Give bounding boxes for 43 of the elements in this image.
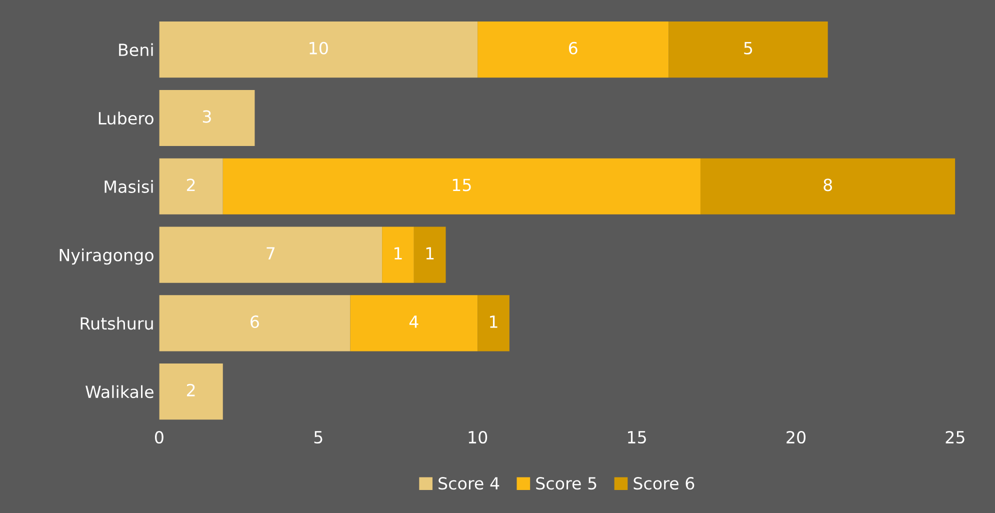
legend-label: Score 4 <box>438 477 500 490</box>
y-tick-label: Beni <box>119 43 153 56</box>
data-label: 7 <box>266 247 275 260</box>
y-tick-label: Masisi <box>104 180 153 193</box>
bar <box>222 158 700 214</box>
data-label: 8 <box>824 178 832 192</box>
bar <box>159 295 350 352</box>
x-tick-label: 25 <box>946 430 964 444</box>
data-label: 15 <box>452 178 471 192</box>
x-tick-label: 5 <box>314 431 322 444</box>
bar <box>700 158 956 214</box>
data-label: 2 <box>186 178 195 191</box>
bar <box>478 295 510 352</box>
bar <box>478 22 669 78</box>
y-tick-label: Lubero <box>98 112 154 125</box>
bar <box>159 90 255 146</box>
legend-label: Score 6 <box>634 477 694 490</box>
data-label: 6 <box>250 315 259 328</box>
bar <box>159 226 382 283</box>
data-label: 5 <box>744 42 752 54</box>
bar <box>159 22 478 78</box>
y-tick-label: Nyiragongo <box>60 248 154 265</box>
data-label: 3 <box>202 110 211 123</box>
bar <box>382 226 414 283</box>
bar <box>159 158 223 214</box>
data-label: 10 <box>310 42 328 54</box>
data-label: 1 <box>490 316 498 328</box>
y-tick-label: Walikale <box>86 385 154 398</box>
data-label: 4 <box>409 316 418 328</box>
bar <box>159 364 223 420</box>
bar <box>414 226 446 283</box>
y-tick-label: Rutshuru <box>80 316 153 330</box>
data-label: 1 <box>426 247 434 260</box>
x-tick-label: 20 <box>786 430 806 444</box>
legend-label: Score 5 <box>536 477 596 490</box>
x-tick-label: 15 <box>628 431 646 444</box>
x-tick-label: 10 <box>468 430 488 444</box>
x-tick-label: 0 <box>154 430 164 444</box>
data-label: 6 <box>568 42 578 54</box>
data-label: 2 <box>186 384 195 396</box>
bar <box>668 22 828 78</box>
data-label: 1 <box>394 247 402 260</box>
bar <box>350 295 478 352</box>
